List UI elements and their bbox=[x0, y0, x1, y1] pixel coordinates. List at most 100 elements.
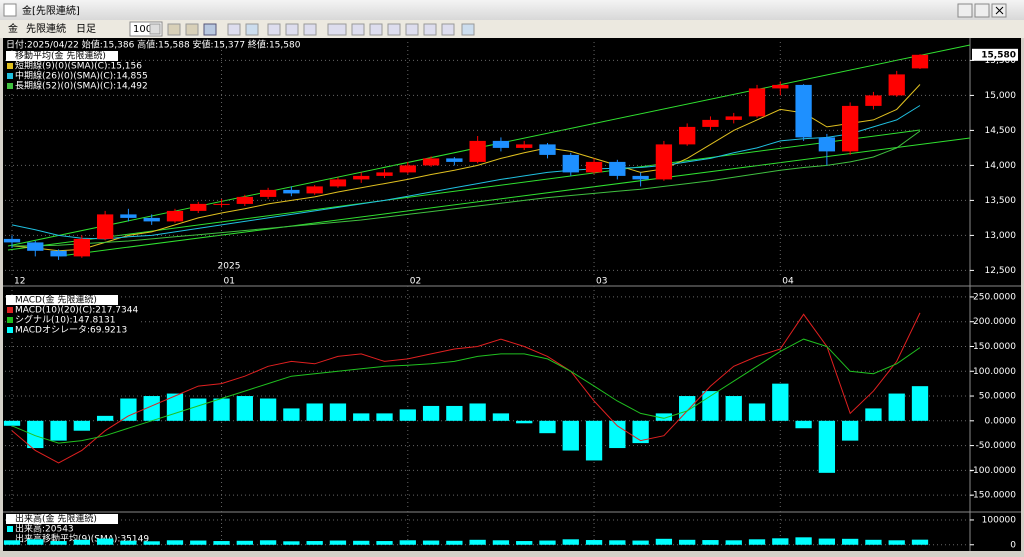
tool-icon[interactable] bbox=[303, 23, 317, 36]
candle-body bbox=[585, 161, 603, 173]
y-tick-label: 15,000 bbox=[985, 91, 1017, 101]
legend-bg bbox=[6, 534, 141, 544]
legend-entry: MACD(10)(20)(C):217.7344 bbox=[15, 306, 138, 316]
legend-swatch bbox=[7, 63, 13, 69]
window-buttons bbox=[957, 3, 1007, 18]
tool-icon[interactable] bbox=[461, 23, 475, 36]
candle-body bbox=[492, 140, 510, 148]
candle-body bbox=[702, 119, 719, 127]
y-tick-label: 13,500 bbox=[985, 196, 1017, 206]
candle-body bbox=[469, 140, 486, 162]
volume-bar bbox=[772, 538, 789, 545]
tool-icon[interactable] bbox=[149, 23, 161, 35]
oscillator-bar bbox=[50, 420, 67, 441]
legend-swatch bbox=[7, 317, 13, 323]
candle-body bbox=[609, 161, 626, 176]
tool-icon[interactable] bbox=[327, 23, 347, 36]
oscillator-bar bbox=[190, 398, 207, 421]
tool-icon[interactable] bbox=[185, 23, 199, 36]
x-tick-label: 02 bbox=[410, 277, 421, 287]
tool-icon[interactable] bbox=[387, 23, 401, 36]
candle-body bbox=[3, 238, 21, 243]
tool-icon[interactable] bbox=[423, 23, 437, 36]
oscillator-bar bbox=[306, 403, 323, 421]
candle-body bbox=[190, 203, 207, 211]
oscillator-bar bbox=[469, 403, 486, 421]
contract-label[interactable]: 先限連続 bbox=[26, 22, 66, 35]
volume-bar bbox=[27, 539, 44, 545]
volume-bar bbox=[842, 538, 859, 545]
count-value: 100 bbox=[133, 24, 152, 35]
oscillator-bar bbox=[399, 409, 416, 421]
tool-icon[interactable] bbox=[441, 23, 455, 36]
series-line bbox=[11, 105, 921, 240]
candle-body bbox=[50, 250, 67, 257]
maximize-button[interactable] bbox=[974, 3, 990, 18]
volume-bar bbox=[329, 540, 347, 545]
y-tick-label: 50.0000 bbox=[979, 392, 1016, 402]
volume-bar bbox=[166, 540, 184, 545]
tool-icon[interactable] bbox=[167, 23, 181, 36]
y-tick-label: 14,000 bbox=[985, 161, 1017, 171]
legend-swatch bbox=[7, 73, 13, 79]
candle-body bbox=[283, 189, 300, 194]
candle-body bbox=[911, 54, 929, 69]
tool-icon[interactable] bbox=[285, 23, 299, 36]
tool-icon[interactable] bbox=[203, 23, 217, 36]
legend-bg bbox=[6, 71, 141, 81]
window-title: 金[先限連続] bbox=[22, 4, 80, 17]
last-price-box bbox=[972, 48, 1018, 61]
volume-bar bbox=[259, 540, 277, 545]
x-tick-label: 01 bbox=[224, 277, 235, 287]
legend-bg bbox=[6, 315, 141, 325]
legend-title: 出来高(金 先限連続) bbox=[15, 513, 97, 525]
tool-icon[interactable] bbox=[405, 23, 419, 36]
oscillator-bar bbox=[888, 393, 905, 421]
legend-swatch bbox=[7, 526, 13, 532]
oscillator-bar bbox=[562, 420, 579, 451]
oscillator-bar bbox=[585, 420, 603, 461]
volume-bar bbox=[795, 537, 812, 545]
oscillator-bar bbox=[772, 383, 789, 421]
y-tick-label: 15,500 bbox=[985, 56, 1017, 66]
volume-bar bbox=[632, 540, 649, 545]
oscillator-bar bbox=[911, 386, 929, 421]
candle-body bbox=[888, 74, 905, 96]
oscillator-bar bbox=[353, 413, 370, 421]
oscillator-bar bbox=[3, 420, 21, 426]
y-tick-label: -150.0000 bbox=[970, 491, 1016, 501]
volume-bar bbox=[469, 539, 486, 545]
oscillator-bar bbox=[166, 393, 184, 421]
period-select[interactable]: 日足 bbox=[76, 23, 96, 35]
tool-icon[interactable] bbox=[245, 23, 259, 36]
oscillator-bar bbox=[27, 420, 44, 449]
candle-body bbox=[655, 144, 673, 180]
tool-icon[interactable] bbox=[267, 23, 281, 36]
candle-body bbox=[818, 137, 836, 152]
last-price-label: 15,580 bbox=[981, 50, 1016, 60]
candle-body bbox=[772, 84, 789, 89]
symbol-label: 金 bbox=[8, 22, 18, 35]
y-tick-label: 150.0000 bbox=[973, 342, 1016, 352]
volume-bar bbox=[539, 540, 556, 545]
minimize-button[interactable] bbox=[957, 3, 973, 18]
tool-icon[interactable] bbox=[227, 23, 241, 36]
candle-body bbox=[73, 238, 90, 257]
tool-icon[interactable] bbox=[369, 23, 383, 36]
tool-icon[interactable] bbox=[351, 23, 365, 36]
volume-bar bbox=[679, 539, 696, 545]
oscillator-bar bbox=[259, 398, 277, 421]
oscillator-bar bbox=[283, 408, 300, 421]
info-line: 日付:2025/04/22 始値:15,386 高値:15,588 安値:15,… bbox=[6, 39, 301, 51]
volume-bar bbox=[516, 541, 533, 545]
candle-body bbox=[353, 175, 370, 180]
volume-bar bbox=[911, 539, 929, 545]
legend-bg bbox=[6, 514, 118, 524]
legend-entry: 出来高移動平均(9)(SMA):35149 bbox=[15, 533, 149, 545]
series-line bbox=[12, 130, 921, 247]
volume-bar bbox=[399, 540, 416, 545]
legend: 出来高(金 先限連続)出来高:20543出来高移動平均(9)(SMA):3514… bbox=[6, 513, 149, 545]
oscillator-bar bbox=[795, 420, 812, 429]
candle-body bbox=[865, 95, 882, 106]
